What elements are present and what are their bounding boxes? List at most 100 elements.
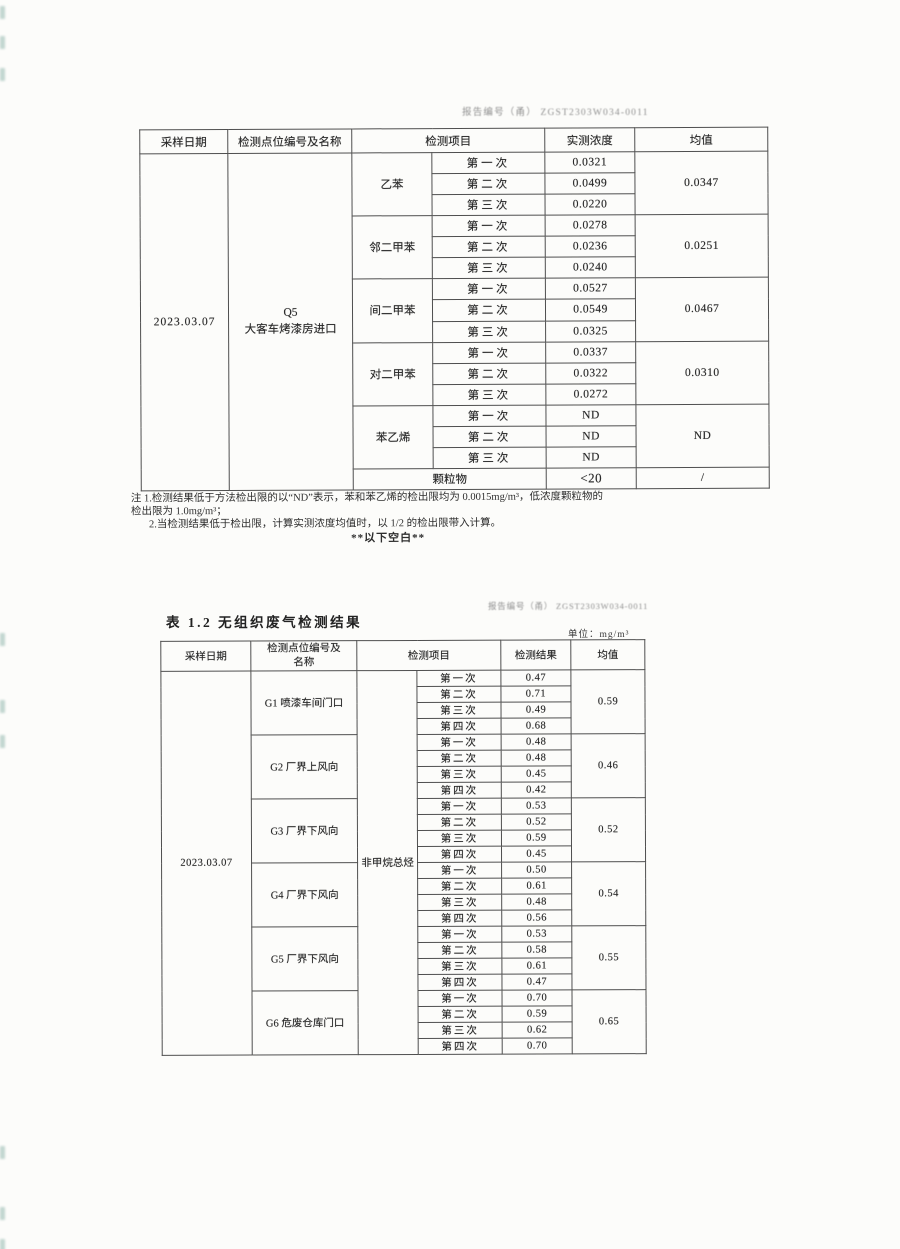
measured-value-cell: 0.0220 xyxy=(545,193,636,216)
point-cell: G1 喷漆车间门口 xyxy=(250,670,358,736)
t1-header-point: 检测点位编号及名称 xyxy=(227,128,352,154)
result-value-cell: 0.68 xyxy=(501,717,572,735)
mean-value-cell: 0.46 xyxy=(571,733,646,798)
result-value-cell: 0.56 xyxy=(501,909,572,927)
measured-value-cell: 0.0337 xyxy=(545,341,636,363)
footnote: 注 1.检测结果低于方法检出限的以“ND”表示，苯和苯乙烯的检出限均为 0.00… xyxy=(131,490,781,548)
result-value-cell: 0.70 xyxy=(502,1037,573,1055)
footnote-line-3: 2.当检测结果低于检出限，计算实测浓度均值时，以 1/2 的检出限带入计算。 xyxy=(149,518,502,531)
trial-label-cell: 第二次 xyxy=(431,173,546,195)
trial-label-cell: 第一次 xyxy=(417,862,502,879)
trial-label-cell: 第三次 xyxy=(418,1022,503,1039)
edge-mark xyxy=(0,633,5,646)
particulate-item-cell: 颗粒物 xyxy=(353,468,547,490)
t1-body: 2023.03.07 Q5 大客车烤漆房进口 乙苯 第一次 0.0321 0.0347 第二次… xyxy=(139,151,770,491)
particulate-result-cell: <20 xyxy=(546,467,637,490)
point-code: Q5 xyxy=(283,306,298,319)
point-cell: G6 危废仓库门口 xyxy=(252,990,359,1056)
item-cell: 间二甲苯 xyxy=(352,278,433,343)
t2-body: 2023.03.07 G1 喷漆车间门口 非甲烷总烃 第一次 0.47 0.59 第二次 0.… xyxy=(160,669,647,1056)
particulate-mean-cell: / xyxy=(636,467,770,489)
edge-mark xyxy=(0,6,5,19)
trial-label-cell: 第二次 xyxy=(416,686,501,703)
t1-row: 2023.03.07 Q5 大客车烤漆房进口 乙苯 第一次 0.0321 0.0347 xyxy=(139,151,769,491)
result-value-cell: 0.71 xyxy=(500,685,571,703)
mean-value-cell: 0.0467 xyxy=(635,277,769,342)
trial-label-cell: 第二次 xyxy=(417,814,502,831)
mean-value-cell: 0.54 xyxy=(571,861,646,926)
sample-date-cell: 2023.03.07 xyxy=(139,153,230,491)
result-value-cell: 0.59 xyxy=(501,829,572,847)
mean-value-cell: 0.59 xyxy=(570,669,646,734)
trial-label-cell: 第三次 xyxy=(432,194,546,216)
result-value-cell: 0.53 xyxy=(501,797,572,815)
edge-mark xyxy=(0,36,5,49)
mean-value-cell: 0.0347 xyxy=(634,151,769,215)
item-cell: 对二甲苯 xyxy=(352,342,433,406)
trial-label-cell: 第一次 xyxy=(417,798,502,815)
measured-value-cell: 0.0240 xyxy=(545,257,636,279)
item-cell: 乙苯 xyxy=(351,152,433,217)
point-cell: G4 厂界下风向 xyxy=(251,862,358,928)
edge-mark xyxy=(0,1239,5,1249)
trial-label-cell: 第二次 xyxy=(432,236,546,258)
measured-value-cell: 0.0272 xyxy=(545,383,636,405)
trial-label-cell: 第二次 xyxy=(432,299,546,322)
mean-value-cell: 0.0310 xyxy=(635,340,769,405)
result-value-cell: 0.50 xyxy=(501,861,572,879)
trial-label-cell: 第四次 xyxy=(417,782,502,799)
trial-label-cell: 第一次 xyxy=(417,926,502,943)
sample-point-cell: Q5 大客车烤漆房进口 xyxy=(227,152,354,491)
mean-value-cell: ND xyxy=(635,403,770,468)
edge-mark xyxy=(0,1207,5,1220)
t2-header-item: 检测项目 xyxy=(356,640,501,671)
result-value-cell: 0.52 xyxy=(501,813,572,831)
t2-header-result: 检测结果 xyxy=(500,639,571,671)
result-value-cell: 0.47 xyxy=(501,973,572,991)
measured-value-cell: 0.0278 xyxy=(545,214,636,237)
header-row: 采样日期 检测点位编号及名称 检测项目 实测浓度 均值 xyxy=(139,127,768,154)
trial-label-cell: 第三次 xyxy=(417,958,502,975)
measured-value-cell: 0.0236 xyxy=(545,235,636,258)
measured-value-cell: 0.0322 xyxy=(545,362,636,384)
t1-header-mean: 均值 xyxy=(634,127,768,152)
result-value-cell: 0.48 xyxy=(501,733,572,751)
mean-value-cell: 0.65 xyxy=(571,989,647,1054)
point-cell: G2 厂界上风向 xyxy=(251,734,358,800)
table2-title: 表 1.2 无组织废气检测结果 xyxy=(166,615,363,630)
edge-mark xyxy=(0,700,5,713)
trial-label-cell: 第一次 xyxy=(432,341,546,364)
trial-label-cell: 第一次 xyxy=(432,215,546,237)
measured-value-cell: ND xyxy=(546,446,637,469)
trial-label-cell: 第三次 xyxy=(432,320,546,343)
result-value-cell: 0.45 xyxy=(501,765,572,783)
point-name: 大客车烤漆房进口 xyxy=(244,323,337,336)
result-value-cell: 0.48 xyxy=(501,893,572,911)
mean-value-cell: 0.52 xyxy=(571,797,646,862)
measured-value-cell: 0.0325 xyxy=(545,320,636,342)
trial-label-cell: 第一次 xyxy=(416,670,501,687)
t1-header-item: 检测项目 xyxy=(351,128,545,153)
report-number-stamp-top: 报告编号（甬） ZGST2303W034-0011 xyxy=(462,108,649,118)
table2-unit-label: 单位：mg/m³ xyxy=(568,630,630,640)
trial-label-cell: 第二次 xyxy=(417,878,502,895)
item-cell: 苯乙烯 xyxy=(352,405,434,469)
measured-value-cell: 0.0527 xyxy=(545,278,636,300)
item-cell: 邻二甲苯 xyxy=(352,215,433,280)
mean-value-cell: 0.55 xyxy=(571,925,646,990)
trial-label-cell: 第三次 xyxy=(417,766,502,783)
trial-label-cell: 第二次 xyxy=(432,362,546,385)
trial-label-cell: 第二次 xyxy=(417,942,502,959)
point-cell: G3 厂界下风向 xyxy=(251,798,358,864)
trial-label-cell: 第二次 xyxy=(433,425,547,448)
trial-label-cell: 第三次 xyxy=(433,446,547,469)
measured-value-cell: 0.0549 xyxy=(545,299,636,321)
trial-label-cell: 第三次 xyxy=(432,383,546,406)
trial-label-cell: 第三次 xyxy=(416,702,502,719)
result-value-cell: 0.45 xyxy=(501,845,572,863)
trial-label-cell: 第一次 xyxy=(417,990,503,1007)
result-value-cell: 0.47 xyxy=(500,669,571,687)
trial-label-cell: 第四次 xyxy=(417,974,502,991)
point-cell: G5 厂界下风向 xyxy=(251,926,358,992)
